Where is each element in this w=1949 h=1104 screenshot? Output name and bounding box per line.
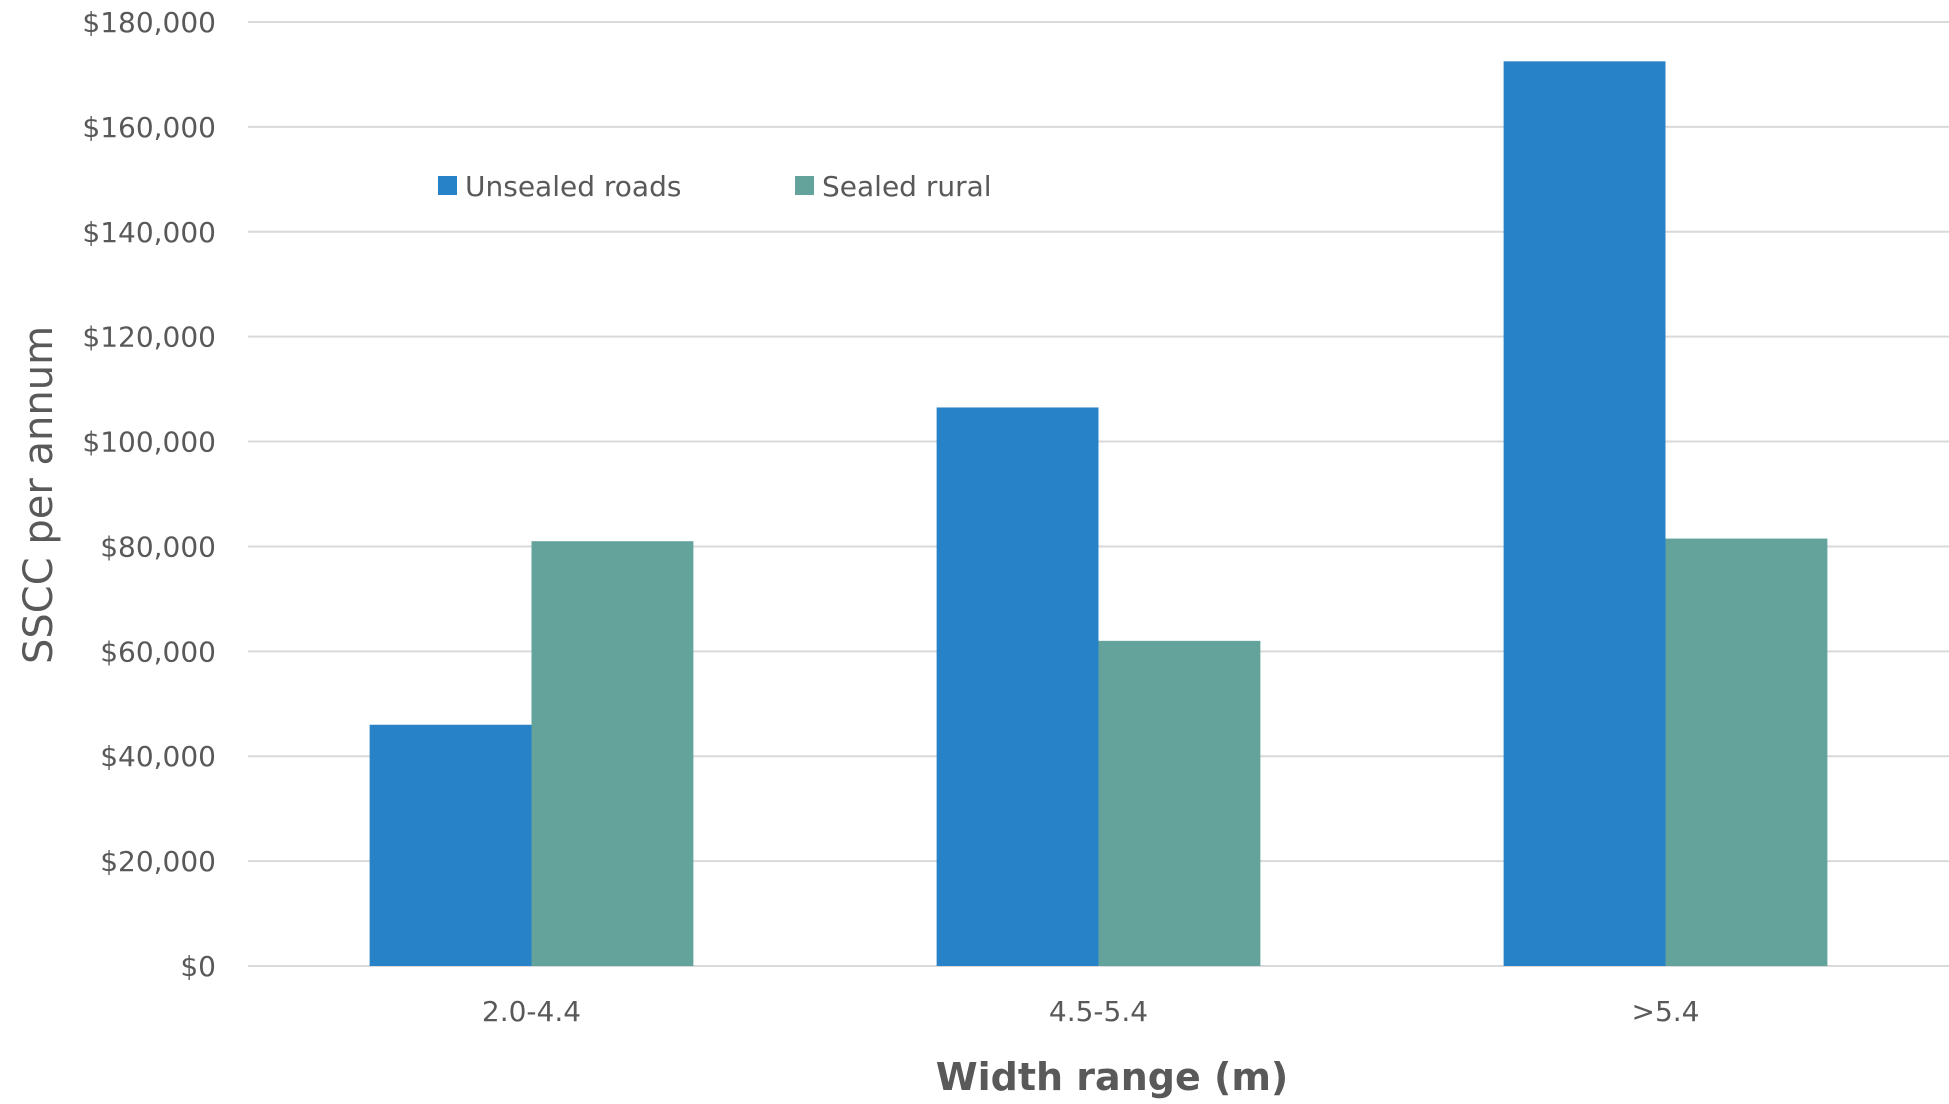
bar-sealed-1 xyxy=(1099,641,1261,966)
x-axis-title: Width range (m) xyxy=(936,1055,1289,1099)
legend-swatch xyxy=(438,176,457,195)
y-tick-label: $160,000 xyxy=(82,111,216,144)
bar-unsealed-0 xyxy=(370,725,532,966)
y-tick-label: $140,000 xyxy=(82,216,216,249)
x-tick-label: >5.4 xyxy=(1632,995,1700,1028)
x-tick-label: 2.0-4.4 xyxy=(482,995,581,1028)
y-tick-label: $100,000 xyxy=(82,426,216,459)
y-axis-title: SSCC per annum xyxy=(16,326,62,664)
bar-unsealed-2 xyxy=(1504,61,1666,966)
x-tick-label: 4.5-5.4 xyxy=(1049,995,1148,1028)
y-tick-label: $0 xyxy=(180,950,216,983)
bar-sealed-0 xyxy=(532,541,694,966)
y-tick-labels: $0 $20,000 $40,000 $60,000 $80,000 $100,000 $1… xyxy=(82,6,216,983)
legend: Unsealed roads Sealed rural xyxy=(438,170,992,203)
legend-label: Unsealed roads xyxy=(465,170,681,203)
y-tick-label: $80,000 xyxy=(100,530,216,563)
bar-sealed-2 xyxy=(1666,539,1828,966)
bar-unsealed-1 xyxy=(937,407,1099,966)
y-tick-label: $20,000 xyxy=(100,845,216,878)
y-tick-label: $60,000 xyxy=(100,635,216,668)
x-tick-labels: 2.0-4.4 4.5-5.4 >5.4 xyxy=(482,995,1700,1028)
legend-swatch xyxy=(795,176,814,195)
y-tick-label: $120,000 xyxy=(82,321,216,354)
y-tick-label: $180,000 xyxy=(82,6,216,39)
legend-label: Sealed rural xyxy=(822,170,992,203)
y-tick-label: $40,000 xyxy=(100,740,216,773)
